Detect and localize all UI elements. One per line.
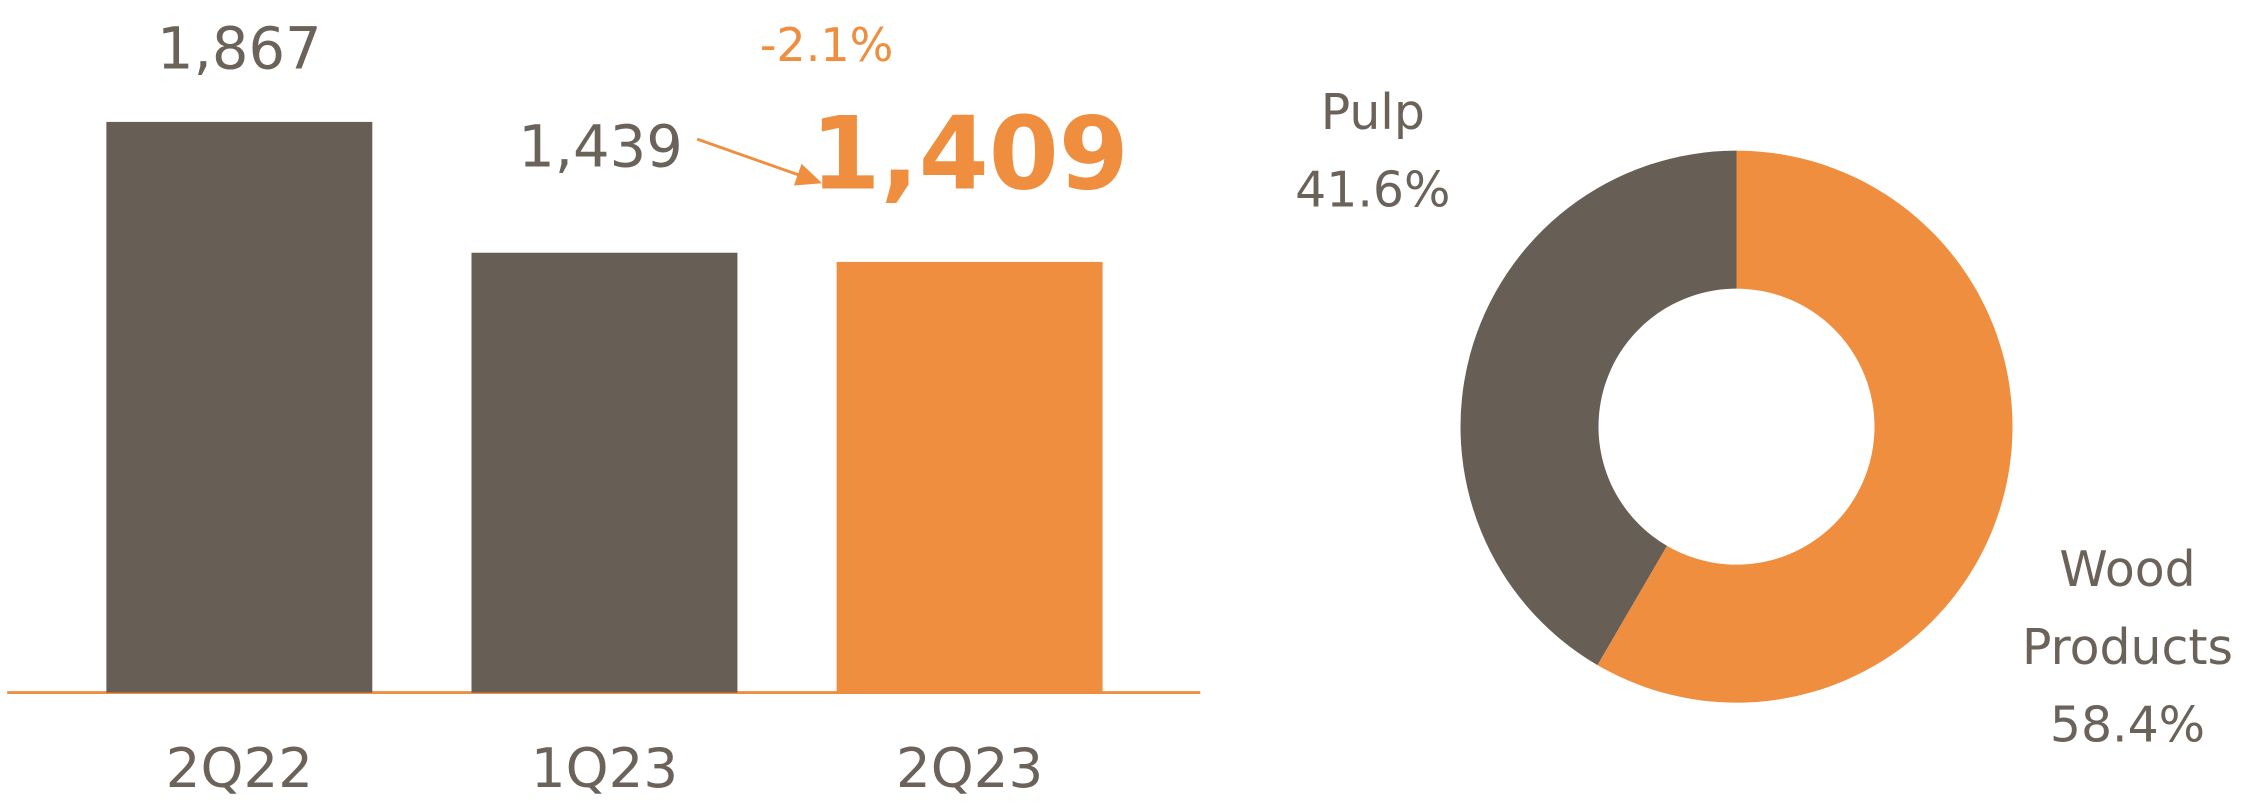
- donut-segment: [1460, 150, 1737, 666]
- bar: [471, 252, 738, 693]
- bar: [836, 261, 1103, 693]
- donut-segment: [1597, 150, 2013, 703]
- category-label: Pulp: [1320, 84, 1425, 143]
- x-tick-label: 1Q23: [531, 736, 678, 800]
- value-label: 1,867: [157, 16, 322, 83]
- segment-label-box: Wood Products 58.4%: [1991, 532, 2254, 765]
- segment-label-box: Pulp 41.6%: [1251, 74, 1495, 229]
- segment-label: Pulp 41.6%: [1251, 74, 1495, 229]
- segment-label: Wood Products 58.4%: [1991, 532, 2254, 765]
- change-annotation: -2.1%: [760, 18, 893, 72]
- x-tick-label: 2Q22: [166, 736, 313, 800]
- x-tick-label: 2Q23: [896, 736, 1043, 800]
- category-label: Wood Products: [2021, 541, 2234, 677]
- value-label: 58.4%: [2049, 696, 2206, 755]
- bar: [106, 121, 373, 693]
- value-label: 41.6%: [1295, 162, 1451, 220]
- value-label: 1,439: [518, 113, 683, 180]
- change-arrow: [696, 137, 823, 186]
- value-label: 1,409: [810, 96, 1128, 213]
